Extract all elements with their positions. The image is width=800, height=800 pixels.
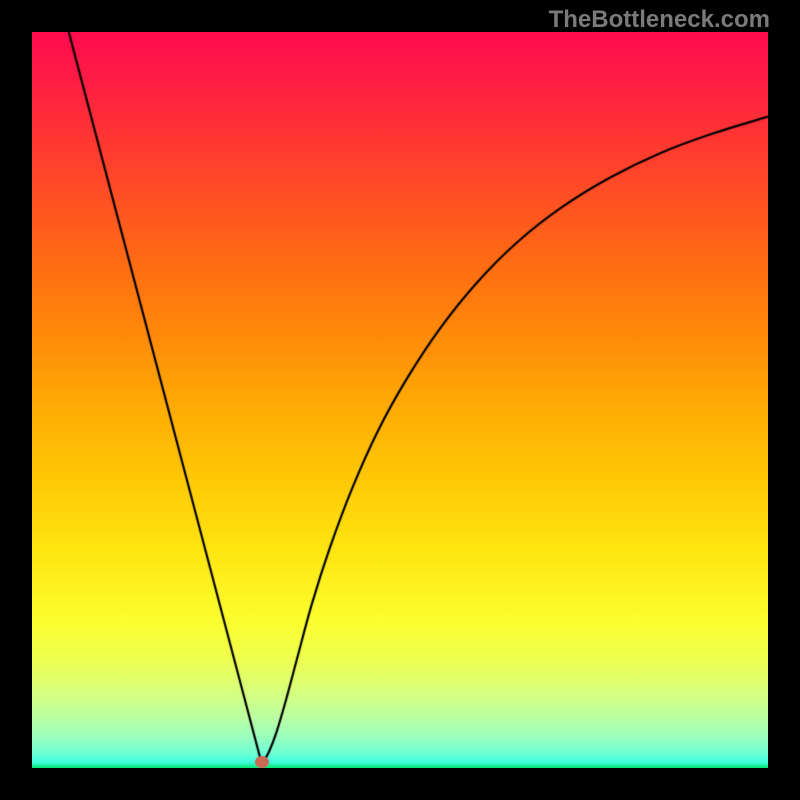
chart-frame: TheBottleneck.com: [0, 0, 800, 800]
watermark-text: TheBottleneck.com: [549, 6, 770, 34]
bottleneck-curve: [0, 0, 800, 800]
